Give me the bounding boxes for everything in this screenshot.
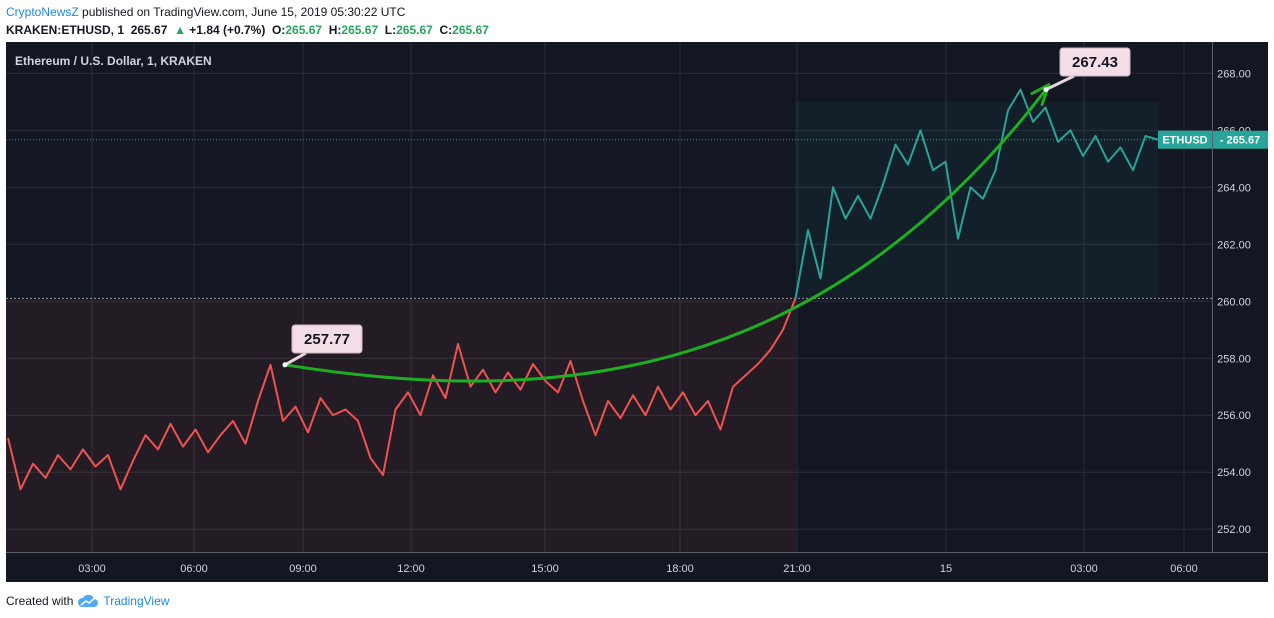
symbol-label: KRAKEN:ETHUSD, 1: [6, 23, 125, 37]
x-tick-label-1: 06:00: [180, 563, 208, 575]
high-value: 265.67: [341, 23, 379, 37]
high-label: H:: [328, 23, 342, 37]
open-value: 265.67: [285, 23, 323, 37]
callout-box-0: [291, 324, 363, 354]
time-axis[interactable]: 03:00 06:00 09:00 12:00 15:00 18:00 21:00 15 03:…: [6, 552, 1268, 576]
x-tick-label-7: 15: [940, 563, 952, 575]
x-tick-label-3: 12:00: [397, 563, 425, 575]
callout-box-1: [1059, 47, 1131, 77]
price-axis-background: [1212, 42, 1268, 582]
chart-title: Ethereum / U.S. Dollar, 1, KRAKEN: [15, 54, 212, 68]
x-tick-label-6: 21:00: [783, 563, 811, 575]
triangle-up-icon: ▲: [174, 23, 186, 37]
publish-info: CryptoNewsZ published on TradingView.com…: [6, 4, 405, 20]
callout-point-1: [1043, 87, 1049, 93]
close-value: 265.67: [452, 23, 489, 37]
symbol-badge: [1158, 130, 1212, 149]
trend-arrow-curve: [284, 88, 1048, 383]
chart-background: [6, 42, 1268, 582]
current-price-badge-label: - 265.67: [1220, 135, 1260, 147]
trend-arrow-group: [284, 83, 1051, 383]
x-tick-label-4: 15:00: [531, 563, 559, 575]
y-tick-label-0: 252.00: [1217, 524, 1251, 536]
price-line-down-segment: [7, 298, 797, 491]
price-change: +1.84 (+0.7%): [189, 23, 266, 37]
callout-label-0: 257.77: [304, 331, 350, 348]
symbol-badge-label: ETHUSD: [1162, 135, 1207, 147]
author-link[interactable]: CryptoNewsZ: [6, 5, 79, 19]
price-chart[interactable]: 257.77 267.43 252.00 254.00 256.00 258.00 260…: [6, 42, 1268, 582]
last-price: 265.67: [130, 23, 168, 37]
x-tick-label-8: 03:00: [1070, 563, 1098, 575]
callout-point-0: [282, 362, 288, 368]
x-tick-label-9: 06:00: [1170, 563, 1198, 575]
low-value: 265.67: [396, 23, 433, 37]
low-label: L:: [384, 23, 397, 37]
down-zone-shade: [6, 298, 796, 552]
annotations: 257.77 267.43: [282, 47, 1131, 368]
y-tick-label-4: 260.00: [1217, 296, 1251, 308]
symbol-legend: KRAKEN:ETHUSD, 1 265.67 ▲ +1.84 (+0.7%) …: [6, 22, 489, 38]
y-tick-label-1: 254.00: [1217, 467, 1251, 479]
tradingview-logo-icon: [78, 594, 99, 607]
chart-panel[interactable]: 257.77 267.43 252.00 254.00 256.00 258.00 260…: [6, 42, 1268, 582]
publish-text: published on TradingView.com, June 15, 2…: [82, 5, 406, 19]
y-tick-label-2: 256.00: [1217, 410, 1251, 422]
grid-lines: [6, 42, 1212, 552]
current-price-badge: [1213, 130, 1268, 149]
y-tick-label-5: 262.00: [1217, 239, 1251, 251]
up-zone-shade: [795, 102, 1158, 299]
price-line-up-segment: [794, 88, 1159, 299]
footer: Created with TradingView: [6, 593, 169, 609]
x-tick-label-0: 03:00: [78, 563, 106, 575]
y-tick-label-8: 268.00: [1217, 68, 1251, 80]
callout-label-1: 267.43: [1072, 54, 1118, 71]
price-axis[interactable]: 252.00 254.00 256.00 258.00 260.00 262.00 264.…: [1158, 42, 1268, 582]
x-tick-label-2: 09:00: [289, 563, 317, 575]
trend-arrow-head: [1030, 83, 1051, 107]
tradingview-link[interactable]: TradingView: [103, 594, 170, 608]
y-tick-label-3: 258.00: [1217, 353, 1251, 365]
callout-pointer-1: [1045, 74, 1075, 91]
callout-pointer-0: [284, 351, 307, 367]
close-label: C:: [439, 23, 453, 37]
y-tick-label-6: 264.00: [1217, 182, 1251, 194]
price-lines: [7, 88, 1159, 491]
x-tick-label-5: 18:00: [666, 563, 694, 575]
price-areas: [6, 102, 1158, 552]
created-with-text: Created with: [6, 594, 74, 608]
open-label: O:: [272, 23, 286, 37]
reference-line-group: [6, 139, 1212, 299]
